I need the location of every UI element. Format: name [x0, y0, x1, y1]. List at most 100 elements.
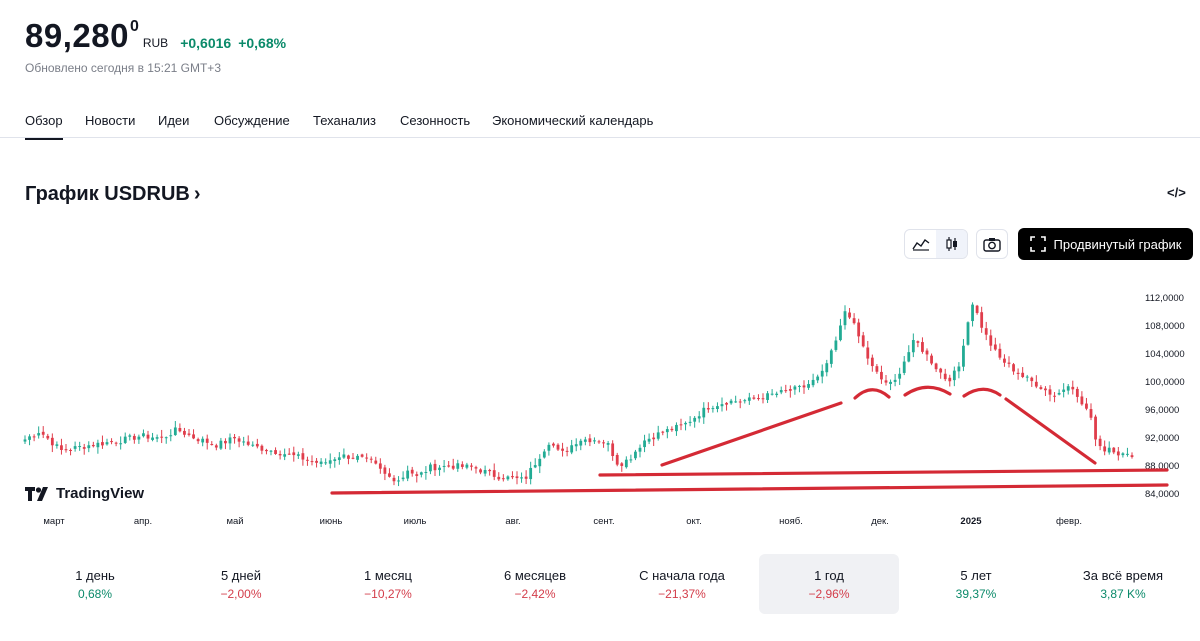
candle-body	[205, 438, 209, 443]
candle-body	[902, 361, 906, 373]
tab-seasonality[interactable]: Сезонность	[400, 113, 471, 128]
candle-body	[1057, 392, 1061, 395]
candle-body	[442, 465, 446, 467]
candle-body	[538, 458, 542, 467]
x-tick-label: сент.	[593, 516, 614, 527]
candle-body	[752, 397, 756, 399]
candle-body	[183, 430, 186, 435]
chart-section-title[interactable]: График USDRUB ›	[25, 183, 201, 206]
candle-body	[50, 437, 54, 446]
candle-body	[32, 436, 36, 438]
price-change-abs: +0,6016	[180, 35, 232, 51]
candle-body	[246, 441, 250, 445]
candle-body	[433, 463, 437, 471]
camera-icon[interactable]	[976, 229, 1008, 259]
candle-body	[119, 443, 123, 445]
tab-economic-calendar[interactable]: Экономический календарь	[492, 113, 654, 128]
tab-ideas[interactable]: Идеи	[158, 113, 190, 128]
candle-body	[64, 449, 68, 451]
candle-body	[96, 442, 100, 448]
chart-type-switch	[904, 229, 968, 259]
period-0[interactable]: 1 день 0,68%	[25, 554, 165, 614]
x-tick-label: июль	[404, 516, 427, 527]
tab-technicals[interactable]: Теханализ	[313, 113, 376, 128]
candle-body	[770, 393, 774, 395]
candle-body	[351, 457, 355, 459]
candle-body	[843, 311, 847, 326]
candle-body	[857, 322, 861, 337]
candle-body	[210, 444, 214, 446]
candle-body	[852, 318, 856, 324]
advanced-chart-button[interactable]: Продвинутый график	[1018, 228, 1193, 260]
price-value: 89,280	[25, 17, 129, 54]
candle-body	[1089, 409, 1093, 418]
candle-body	[406, 470, 410, 479]
candle-body	[916, 341, 920, 343]
period-4[interactable]: С начала года −21,37%	[612, 554, 752, 614]
tab-news[interactable]: Новости	[85, 113, 136, 128]
candle-body	[565, 450, 569, 452]
period-change: −10,27%	[364, 587, 412, 601]
candle-body	[460, 464, 464, 467]
tab-discussion[interactable]: Обсуждение	[214, 113, 290, 128]
period-change: −2,00%	[220, 587, 262, 601]
candle-body	[1048, 389, 1052, 395]
tab-overview[interactable]: Обзор	[25, 113, 63, 140]
chevron-right-icon: ›	[193, 183, 201, 205]
tradingview-wordmark: TradingView	[56, 485, 145, 502]
period-7[interactable]: За всё время 3,87 K%	[1053, 554, 1193, 614]
candle-body	[360, 454, 364, 457]
candle-body	[971, 304, 974, 322]
price-chart[interactable]: 84,0000 88,0000 92,0000 96,0000 100,0000 104,…	[0, 270, 1200, 530]
candle-body	[1075, 388, 1079, 397]
candle-body	[711, 408, 715, 410]
tradingview-icon	[25, 486, 48, 501]
code-icon[interactable]: </>	[1167, 185, 1186, 200]
candle-body	[192, 434, 195, 439]
period-2[interactable]: 1 месяц −10,27%	[318, 554, 458, 614]
fullscreen-icon	[1029, 236, 1046, 252]
candle-body	[679, 424, 683, 426]
candle-body	[82, 447, 86, 449]
x-tick-label: окт.	[686, 516, 701, 527]
candle-body	[110, 441, 113, 443]
candle-body	[665, 429, 669, 433]
candle-body	[55, 444, 59, 446]
period-change: −2,96%	[808, 587, 850, 601]
candle-body	[160, 436, 164, 438]
period-1[interactable]: 5 дней −2,00%	[171, 554, 311, 614]
candle-body	[219, 440, 223, 449]
candle-body	[1103, 446, 1107, 452]
candle-body	[237, 438, 241, 442]
candle-body	[278, 453, 282, 456]
period-change: −2,42%	[514, 587, 556, 601]
candle-body	[597, 441, 601, 443]
y-tick-label: 92,0000	[1145, 433, 1179, 444]
candle-body	[137, 436, 141, 440]
period-5[interactable]: 1 год −2,96%	[759, 554, 899, 614]
candle-body	[788, 389, 792, 391]
x-tick-label: февр.	[1056, 516, 1082, 527]
candle-body	[1007, 362, 1011, 364]
area-chart-icon[interactable]	[905, 230, 936, 258]
candle-body	[957, 366, 961, 372]
dome-arc-right	[962, 387, 1002, 398]
period-label: 6 месяцев	[504, 568, 566, 583]
candles-icon[interactable]	[936, 230, 967, 258]
candle-body	[1098, 438, 1102, 447]
candle-body	[1039, 387, 1043, 390]
candle-body	[1121, 453, 1125, 456]
candle-body	[939, 368, 943, 373]
candle-body	[438, 467, 441, 471]
candle-body	[738, 401, 742, 403]
candle-body	[583, 439, 587, 442]
period-performance-bar: 1 день 0,68% 5 дней −2,00% 1 месяц −10,27% 6 м…	[25, 554, 1195, 614]
candle-body	[574, 444, 578, 447]
candle-body	[465, 464, 469, 468]
candle-body	[233, 436, 236, 439]
candle-body	[948, 377, 952, 382]
period-3[interactable]: 6 месяцев −2,42%	[465, 554, 605, 614]
candle-body	[483, 470, 487, 474]
period-6[interactable]: 5 лет 39,37%	[906, 554, 1046, 614]
candle-body	[1044, 388, 1047, 391]
